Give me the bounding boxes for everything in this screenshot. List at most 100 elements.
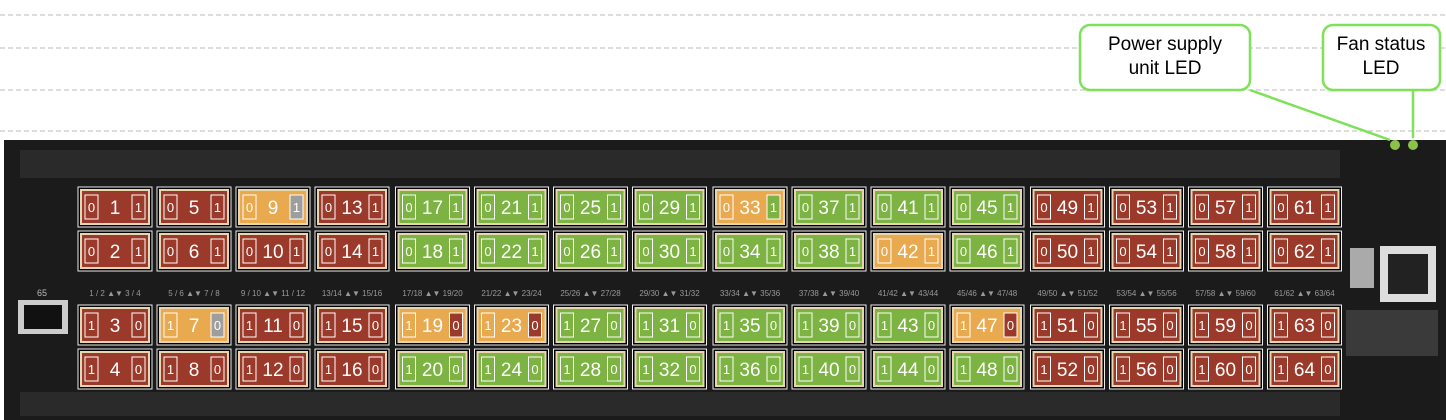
port-lane <box>163 356 178 382</box>
port-lane <box>481 238 495 264</box>
panel <box>1346 310 1438 356</box>
port-lane <box>924 238 939 264</box>
callout-label: Power supply unit LED <box>1108 34 1223 79</box>
port-lane <box>131 356 146 382</box>
port-left: 0 <box>1040 200 1047 215</box>
port-right: 1 <box>293 244 300 259</box>
port-left: 1 <box>484 318 491 333</box>
port-left: 1 <box>1119 318 1126 333</box>
port-lane <box>877 194 892 220</box>
port-lane <box>1321 194 1335 220</box>
port-right: 0 <box>1324 362 1331 377</box>
port-lane <box>798 194 813 220</box>
port-left: 0 <box>167 200 174 215</box>
port-lane <box>528 194 542 220</box>
sfp-label: 65 <box>37 288 47 298</box>
port-number: 46 <box>976 242 997 263</box>
port-lane <box>845 194 860 220</box>
port-body <box>1190 307 1261 343</box>
port-left: 1 <box>563 362 570 377</box>
port-number: 7 <box>189 316 200 337</box>
port-left: 1 <box>960 362 967 377</box>
port-body <box>1032 233 1103 269</box>
port-number: 20 <box>422 360 443 381</box>
port-body <box>317 189 387 225</box>
port-number: 2 <box>110 242 121 263</box>
port-number: 13 <box>341 198 362 219</box>
port-body <box>159 351 229 387</box>
port-lane <box>131 194 146 220</box>
port-body <box>80 233 150 269</box>
port-right: 0 <box>135 362 142 377</box>
sfp-port-hole <box>24 305 62 329</box>
port-number: 39 <box>818 316 839 337</box>
port-left: 1 <box>405 362 412 377</box>
port-lane <box>924 312 939 338</box>
port-body <box>794 351 864 387</box>
port-lane <box>1195 312 1209 338</box>
port-lane <box>956 194 971 220</box>
port-right: 0 <box>1087 362 1094 377</box>
callout-box <box>1078 23 1252 92</box>
port-right: 1 <box>452 244 459 259</box>
port-body <box>1269 233 1340 269</box>
port-right: 0 <box>1007 318 1014 333</box>
port-right: 1 <box>689 200 696 215</box>
port-lane <box>1195 356 1209 382</box>
port-group-label: 5 / 6 ▲▼ 7 / 8 <box>168 289 220 298</box>
port-left: 0 <box>484 244 491 259</box>
port-lane <box>528 312 542 338</box>
port-right: 0 <box>214 362 221 377</box>
port-lane <box>1037 238 1051 264</box>
port-left: 0 <box>1277 244 1284 259</box>
port-lane <box>242 238 257 264</box>
port-number: 32 <box>659 360 680 381</box>
port-right: 1 <box>610 244 617 259</box>
port-lane <box>956 238 971 264</box>
port-number: 31 <box>659 316 680 337</box>
port-lane <box>131 238 146 264</box>
port-left: 1 <box>1277 318 1284 333</box>
port-number: 15 <box>341 316 362 337</box>
port-lane <box>210 312 225 338</box>
port-lane <box>242 194 257 220</box>
port-lane <box>1321 356 1335 382</box>
port-body <box>794 189 864 225</box>
port-number: 47 <box>976 316 997 337</box>
port-group-label: 9 / 10 ▲▼ 11 / 12 <box>241 289 306 298</box>
port-lane <box>719 312 734 338</box>
port-lane <box>1321 238 1335 264</box>
port-lane <box>210 356 225 382</box>
port-lane <box>1003 356 1018 382</box>
port-lane <box>686 356 700 382</box>
port-lane <box>1116 238 1130 264</box>
port-right: 0 <box>689 362 696 377</box>
port-lane <box>84 356 99 382</box>
port-body <box>1111 233 1182 269</box>
port-right: 1 <box>1324 244 1331 259</box>
port-group-label: 57/58 ▲▼ 59/60 <box>1195 289 1256 298</box>
port-lane <box>1163 238 1177 264</box>
port-number: 48 <box>976 360 997 381</box>
port-body <box>1190 233 1261 269</box>
port-lane <box>719 238 734 264</box>
port-number: 53 <box>1136 198 1157 219</box>
port-left: 0 <box>802 244 809 259</box>
port-group-label: 33/34 ▲▼ 35/36 <box>720 289 781 298</box>
port-right: 0 <box>214 318 221 333</box>
port-left: 0 <box>563 244 570 259</box>
port-lane <box>368 356 383 382</box>
port-right: 1 <box>849 200 856 215</box>
port-lane <box>481 356 495 382</box>
port-lane <box>924 194 939 220</box>
port-left: 0 <box>802 200 809 215</box>
port-right: 0 <box>689 318 696 333</box>
port-lane <box>686 238 700 264</box>
port-body <box>952 351 1022 387</box>
port-left: 1 <box>1198 318 1205 333</box>
port-lane <box>560 312 574 338</box>
port-number: 5 <box>189 198 200 219</box>
port-right: 0 <box>452 318 459 333</box>
port-lane <box>1274 356 1288 382</box>
port-right: 0 <box>1007 362 1014 377</box>
